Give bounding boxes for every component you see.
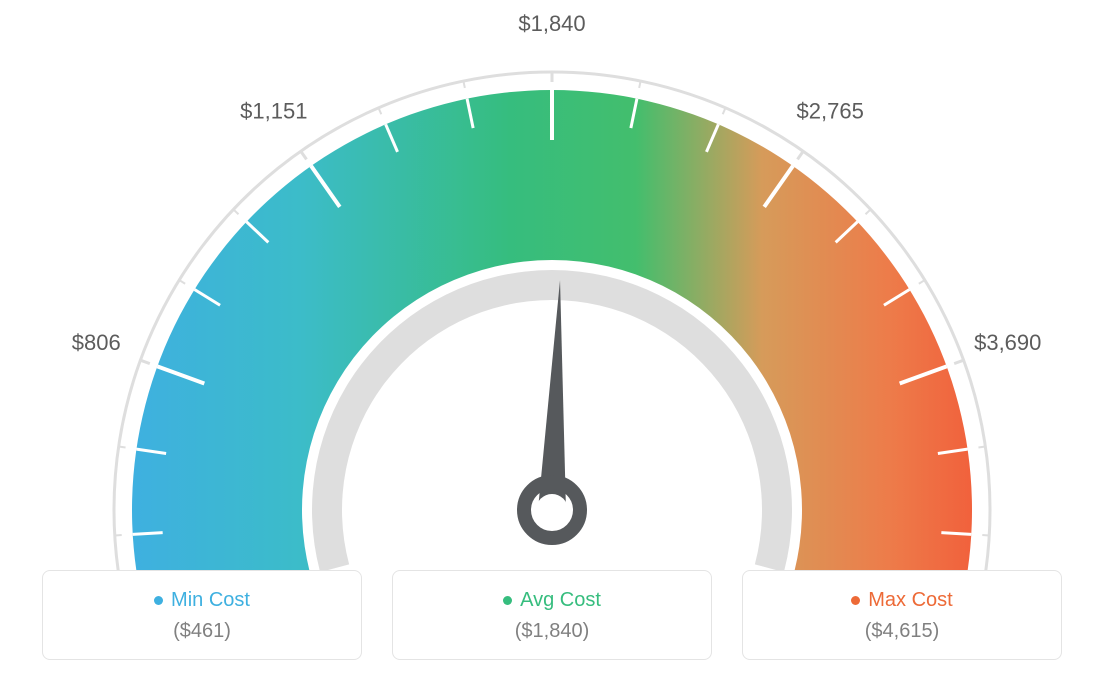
legend-dot-max (851, 596, 860, 605)
legend-title-max: Max Cost (851, 589, 952, 612)
legend-label-avg: Avg Cost (520, 589, 601, 612)
legend-value-avg: ($1,840) (403, 620, 701, 643)
legend-card-avg: Avg Cost ($1,840) (392, 570, 712, 660)
legend-value-max: ($4,615) (753, 620, 1051, 643)
gauge-scale-label: $1,840 (518, 11, 585, 36)
legend-card-min: Min Cost ($461) (42, 570, 362, 660)
gauge-scale-label: $2,765 (797, 99, 864, 124)
legend-value-min: ($461) (53, 620, 351, 643)
gauge-svg: $461$806$1,151$1,840$2,765$3,690$4,615 (22, 10, 1082, 570)
gauge-scale-label: $3,690 (974, 330, 1041, 355)
legend-card-max: Max Cost ($4,615) (742, 570, 1062, 660)
legend-title-min: Min Cost (154, 589, 250, 612)
gauge-scale-label: $1,151 (240, 99, 307, 124)
legend-dot-avg (503, 596, 512, 605)
legend-title-avg: Avg Cost (503, 589, 601, 612)
gauge-scale-label: $806 (72, 330, 121, 355)
legend-row: Min Cost ($461) Avg Cost ($1,840) Max Co… (0, 570, 1104, 660)
legend-label-min: Min Cost (171, 589, 250, 612)
gauge-chart: $461$806$1,151$1,840$2,765$3,690$4,615 (0, 0, 1104, 560)
legend-label-max: Max Cost (868, 589, 952, 612)
legend-dot-min (154, 596, 163, 605)
